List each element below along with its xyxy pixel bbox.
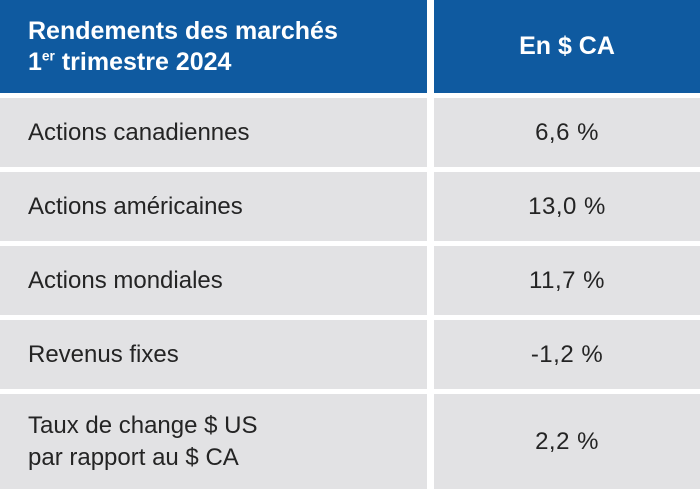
row-value: 2,2 % <box>535 427 599 455</box>
value-column-header-label: En $ CA <box>519 32 615 60</box>
row-value: 11,7 % <box>529 266 605 294</box>
value-column-header-cell: En $ CA <box>434 0 700 93</box>
row-label: Taux de change $ US par rapport au $ CA <box>28 412 258 471</box>
table-row: Taux de change $ US par rapport au $ CA … <box>0 394 700 489</box>
row-value-cell: 11,7 % <box>434 246 700 315</box>
table-row: Revenus fixes -1,2 % <box>0 320 700 389</box>
table-row: Actions mondiales 11,7 % <box>0 246 700 315</box>
row-value-cell: 13,0 % <box>434 172 700 241</box>
row-value: -1,2 % <box>530 340 604 368</box>
row-label: Actions canadiennes <box>28 118 250 146</box>
row-label-cell: Actions mondiales <box>0 246 427 315</box>
table-title: Rendements des marchés 1er trimestre 202… <box>28 16 338 77</box>
row-label-cell: Actions américaines <box>0 172 427 241</box>
table-header-row: Rendements des marchés 1er trimestre 202… <box>0 0 700 93</box>
table-subtitle: 1er trimestre 2024 <box>28 47 232 76</box>
row-label-cell: Actions canadiennes <box>0 98 427 167</box>
row-value: 13,0 % <box>528 192 606 220</box>
row-value-cell: -1,2 % <box>434 320 700 389</box>
table-title-cell: Rendements des marchés 1er trimestre 202… <box>0 0 427 93</box>
row-label: Actions mondiales <box>28 266 223 294</box>
ordinal-superscript: er <box>41 48 55 64</box>
row-value: 6,6 % <box>535 118 599 146</box>
row-label: Revenus fixes <box>28 340 179 368</box>
row-label: Actions américaines <box>28 192 243 220</box>
row-label-cell: Revenus fixes <box>0 320 427 389</box>
table-row: Actions américaines 13,0 % <box>0 172 700 241</box>
table-row: Actions canadiennes 6,6 % <box>0 98 700 167</box>
row-value-cell: 6,6 % <box>434 98 700 167</box>
table-title-line1: Rendements des marchés <box>28 17 338 45</box>
row-value-cell: 2,2 % <box>434 394 700 489</box>
row-label-cell: Taux de change $ US par rapport au $ CA <box>0 394 427 489</box>
